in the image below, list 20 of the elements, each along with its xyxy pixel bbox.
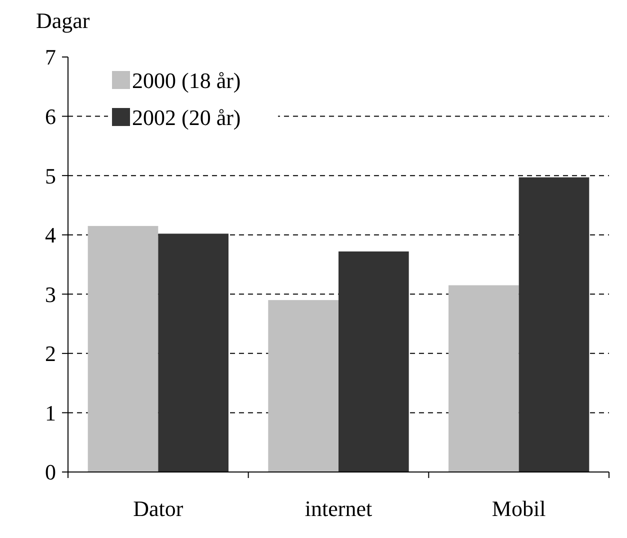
bar (268, 300, 338, 472)
bar (158, 234, 228, 472)
y-tick-label: 1 (45, 400, 56, 426)
y-axis-title: Dagar (36, 8, 90, 33)
y-tick-label: 5 (45, 163, 56, 188)
x-tick-label: internet (304, 496, 372, 521)
legend-label: 2002 (20 år) (132, 105, 241, 130)
bar (518, 177, 590, 472)
bar (88, 226, 158, 472)
x-tick-label: Mobil (492, 496, 546, 521)
y-tick-label: 2 (45, 341, 56, 366)
bar (448, 285, 519, 472)
y-tick-label: 6 (45, 104, 56, 129)
y-tick-label: 4 (45, 222, 56, 248)
y-tick-label: 0 (45, 460, 56, 485)
y-tick-label: 7 (45, 44, 56, 70)
y-tick-label: 3 (45, 282, 56, 307)
x-tick-label: Dator (133, 496, 184, 521)
bar (338, 251, 409, 472)
legend-label: 2000 (18 år) (132, 68, 241, 93)
